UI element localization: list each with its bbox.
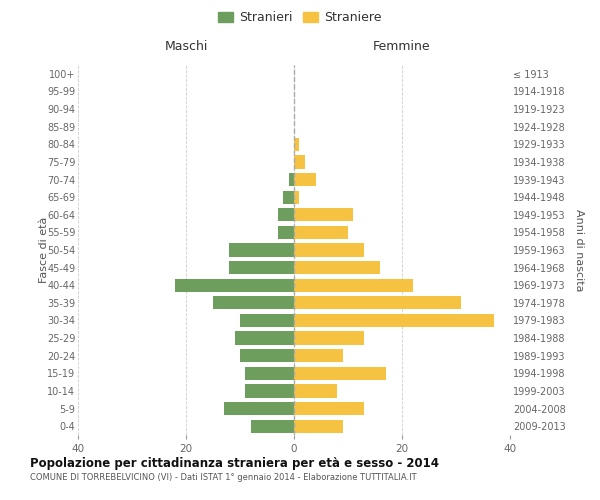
- Text: COMUNE DI TORREBELVICINO (VI) - Dati ISTAT 1° gennaio 2014 - Elaborazione TUTTIT: COMUNE DI TORREBELVICINO (VI) - Dati IST…: [30, 472, 416, 482]
- Bar: [294, 244, 364, 256]
- Bar: [294, 332, 364, 344]
- Bar: [294, 314, 494, 327]
- Bar: [294, 296, 461, 310]
- Bar: [294, 278, 413, 292]
- Bar: [294, 402, 364, 415]
- Bar: [294, 208, 353, 222]
- Text: Femmine: Femmine: [373, 40, 431, 52]
- Bar: [213, 296, 294, 310]
- Bar: [229, 261, 294, 274]
- Y-axis label: Fasce di età: Fasce di età: [39, 217, 49, 283]
- Bar: [289, 173, 294, 186]
- Bar: [240, 314, 294, 327]
- Bar: [294, 261, 380, 274]
- Bar: [283, 190, 294, 204]
- Bar: [229, 244, 294, 256]
- Bar: [224, 402, 294, 415]
- Text: Popolazione per cittadinanza straniera per età e sesso - 2014: Popolazione per cittadinanza straniera p…: [30, 458, 439, 470]
- Bar: [175, 278, 294, 292]
- Bar: [245, 366, 294, 380]
- Bar: [294, 173, 316, 186]
- Bar: [240, 349, 294, 362]
- Bar: [278, 226, 294, 239]
- Bar: [294, 138, 299, 151]
- Bar: [235, 332, 294, 344]
- Bar: [251, 420, 294, 433]
- Text: Maschi: Maschi: [164, 40, 208, 52]
- Bar: [294, 349, 343, 362]
- Bar: [294, 190, 299, 204]
- Legend: Stranieri, Straniere: Stranieri, Straniere: [216, 8, 384, 26]
- Bar: [294, 366, 386, 380]
- Bar: [294, 384, 337, 398]
- Y-axis label: Anni di nascita: Anni di nascita: [574, 209, 584, 291]
- Bar: [294, 420, 343, 433]
- Bar: [278, 208, 294, 222]
- Bar: [294, 156, 305, 168]
- Bar: [245, 384, 294, 398]
- Bar: [294, 226, 348, 239]
